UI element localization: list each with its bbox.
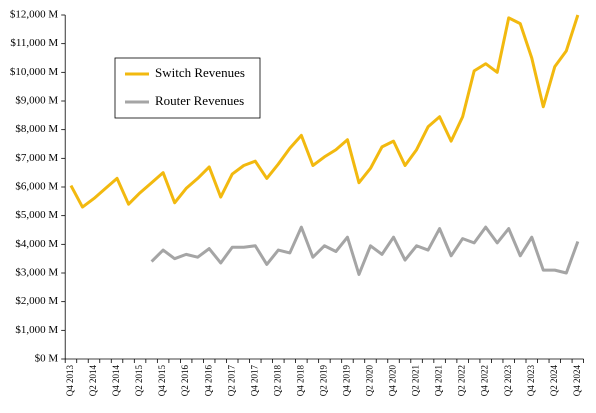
y-tick-label: $7,000 M xyxy=(15,152,58,164)
x-tick-label: Q4 2022 xyxy=(480,365,490,396)
x-tick-label: Q4 2023 xyxy=(526,365,536,397)
series-line xyxy=(150,225,580,276)
x-tick-label: Q2 2024 xyxy=(549,365,559,397)
x-tick-label: Q2 2017 xyxy=(226,365,236,397)
x-tick-label: Q4 2014 xyxy=(111,365,121,397)
x-tick-label: Q4 2018 xyxy=(295,365,305,397)
legend-box xyxy=(114,57,261,119)
x-tick-label: Q4 2013 xyxy=(65,365,75,397)
y-tick-label: $2,000 M xyxy=(15,295,58,307)
y-tick-label: $11,000 M xyxy=(10,37,58,49)
x-tick-label: Q4 2017 xyxy=(249,365,259,397)
y-tick-label: $6,000 M xyxy=(15,181,58,193)
x-tick-label: Q2 2023 xyxy=(503,365,513,397)
x-tick-label: Q2 2016 xyxy=(180,365,190,397)
legend-label: Router Revenues xyxy=(155,93,244,108)
x-tick-label: Q4 2021 xyxy=(434,365,444,396)
x-tick-label: Q2 2015 xyxy=(134,365,144,397)
legend-label: Switch Revenues xyxy=(155,65,245,80)
x-tick-label: Q2 2019 xyxy=(318,365,328,397)
x-tick-label: Q4 2015 xyxy=(157,365,167,397)
x-tick-label: Q4 2020 xyxy=(388,365,398,397)
y-tick-label: $3,000 M xyxy=(15,267,58,279)
y-tick-label: $8,000 M xyxy=(15,123,58,135)
x-tick-label: Q2 2018 xyxy=(272,365,282,397)
y-tick-label: $1,000 M xyxy=(15,324,58,336)
y-tick-label: $10,000 M xyxy=(10,66,59,78)
x-tick-label: Q4 2024 xyxy=(572,365,582,397)
y-tick-label: $5,000 M xyxy=(15,209,58,221)
y-tick-label: $0 M xyxy=(35,353,59,365)
y-tick-label: $9,000 M xyxy=(15,95,58,107)
series-line xyxy=(69,14,580,209)
x-tick-label: Q2 2020 xyxy=(365,365,375,397)
x-tick-label: Q4 2019 xyxy=(342,365,352,397)
x-tick-label: Q2 2021 xyxy=(411,365,421,396)
x-tick-label: Q2 2014 xyxy=(88,365,98,397)
x-tick-label: Q2 2022 xyxy=(457,365,467,396)
y-tick-label: $4,000 M xyxy=(15,238,58,250)
x-tick-label: Q4 2016 xyxy=(203,365,213,397)
y-tick-label: $12,000 M xyxy=(10,9,59,21)
